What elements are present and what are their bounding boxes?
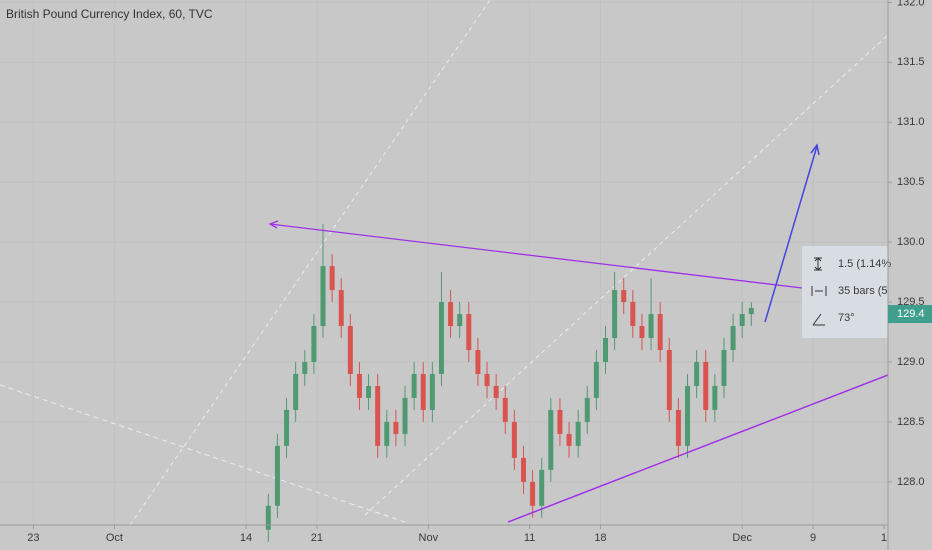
projection-arrow (764, 145, 818, 323)
trendlines (268, 143, 889, 523)
candle-body (721, 350, 727, 386)
angle-icon (812, 313, 825, 326)
range-icon (814, 257, 822, 271)
y-tick-label: 131.0 (897, 116, 925, 128)
candle-body (438, 302, 444, 374)
candle-body (730, 326, 736, 350)
x-tick-label: 18 (594, 532, 606, 544)
candle-body (557, 409, 563, 434)
candle-body (347, 326, 353, 374)
candle-body (621, 290, 627, 303)
candle-body (630, 302, 636, 327)
candle-body (685, 385, 691, 446)
candle-body (457, 314, 463, 327)
candle-body (293, 373, 299, 410)
candle-body (338, 290, 344, 327)
x-tick-label: Dec (732, 532, 752, 544)
candle-body (584, 397, 590, 422)
candle-body (539, 469, 545, 506)
candle-body (639, 326, 645, 339)
candle-body (575, 421, 581, 446)
chart-title: British Pound Currency Index, 60, TVC (6, 7, 213, 21)
x-tick-label: 14 (240, 532, 252, 544)
candle-body (593, 361, 599, 398)
candle-body (566, 433, 572, 446)
y-tick-label: 129.5 (897, 296, 925, 308)
candle-body (748, 308, 754, 315)
candle-body (657, 314, 663, 350)
candle-body (265, 505, 271, 530)
candle-body (666, 350, 672, 410)
candle-body (466, 314, 472, 350)
candle-body (703, 361, 709, 410)
drawings (0, 0, 889, 526)
candle-body (311, 326, 317, 362)
bars-icon (811, 286, 827, 296)
candle-body (520, 457, 526, 482)
candle-body (739, 314, 745, 327)
last-price-badge (888, 305, 932, 324)
y-tick-label: 131.5 (897, 56, 925, 68)
candle-body (548, 409, 554, 470)
arrow-head (268, 220, 279, 229)
y-tick-label: 130.5 (897, 176, 925, 188)
measure-background (802, 246, 888, 338)
candle-body (694, 361, 700, 386)
candle-body (356, 373, 362, 398)
y-tick-label: 129.0 (897, 356, 925, 368)
candle-body (502, 397, 508, 422)
candle-body (612, 290, 618, 339)
y-tick-label: 128.5 (897, 416, 925, 428)
measure-angle: 73° (838, 312, 855, 324)
candle-body (302, 361, 308, 374)
candles (265, 224, 754, 542)
last-price-label: 129.4 (897, 308, 925, 320)
measure-box: 1.5 (1.14% 35 bars (5 73° (802, 246, 891, 338)
x-tick-label: Oct (106, 532, 123, 544)
candle-body (448, 302, 454, 327)
dashed-line (364, 34, 889, 516)
candle-body (393, 421, 399, 434)
candle-body (475, 350, 481, 374)
candle-body (530, 481, 536, 506)
candle-body (511, 421, 517, 458)
candle-body (384, 421, 390, 446)
candle-body (429, 373, 435, 410)
candle-body (375, 385, 381, 446)
candle-body (402, 397, 408, 434)
candle-body (320, 266, 326, 327)
candle-body (493, 385, 499, 398)
candle-body (274, 445, 280, 506)
trend-line (269, 223, 803, 289)
x-tick-label: 1 (881, 532, 887, 544)
candle-body (366, 385, 372, 398)
axes: 128.0 128.5 129.0 129.5 130.0 130.5 131.0 131.5… (27, 0, 932, 544)
candle-body (648, 314, 654, 339)
candle-body (329, 266, 335, 291)
y-tick-label: 132.0 (897, 0, 925, 8)
candle-body (675, 409, 681, 446)
dashed-line (129, 0, 491, 526)
measure-bars: 35 bars (5 (838, 285, 888, 297)
candle-body (712, 385, 718, 410)
y-tick-label: 130.0 (897, 236, 925, 248)
candle-body (603, 338, 609, 362)
trend-line (507, 374, 889, 523)
arrow-head (810, 143, 820, 156)
x-tick-label: 11 (524, 532, 535, 544)
y-tick-label: 128.0 (897, 476, 925, 488)
x-tick-label: 9 (810, 532, 816, 544)
x-tick-label: 21 (311, 532, 323, 544)
candle-body (484, 373, 490, 386)
measure-range: 1.5 (1.14% (838, 258, 891, 270)
x-tick-label: Nov (419, 532, 439, 544)
x-tick-label: 23 (27, 532, 39, 544)
candle-body (420, 373, 426, 410)
candle-body (411, 373, 417, 398)
candle-body (284, 409, 290, 446)
